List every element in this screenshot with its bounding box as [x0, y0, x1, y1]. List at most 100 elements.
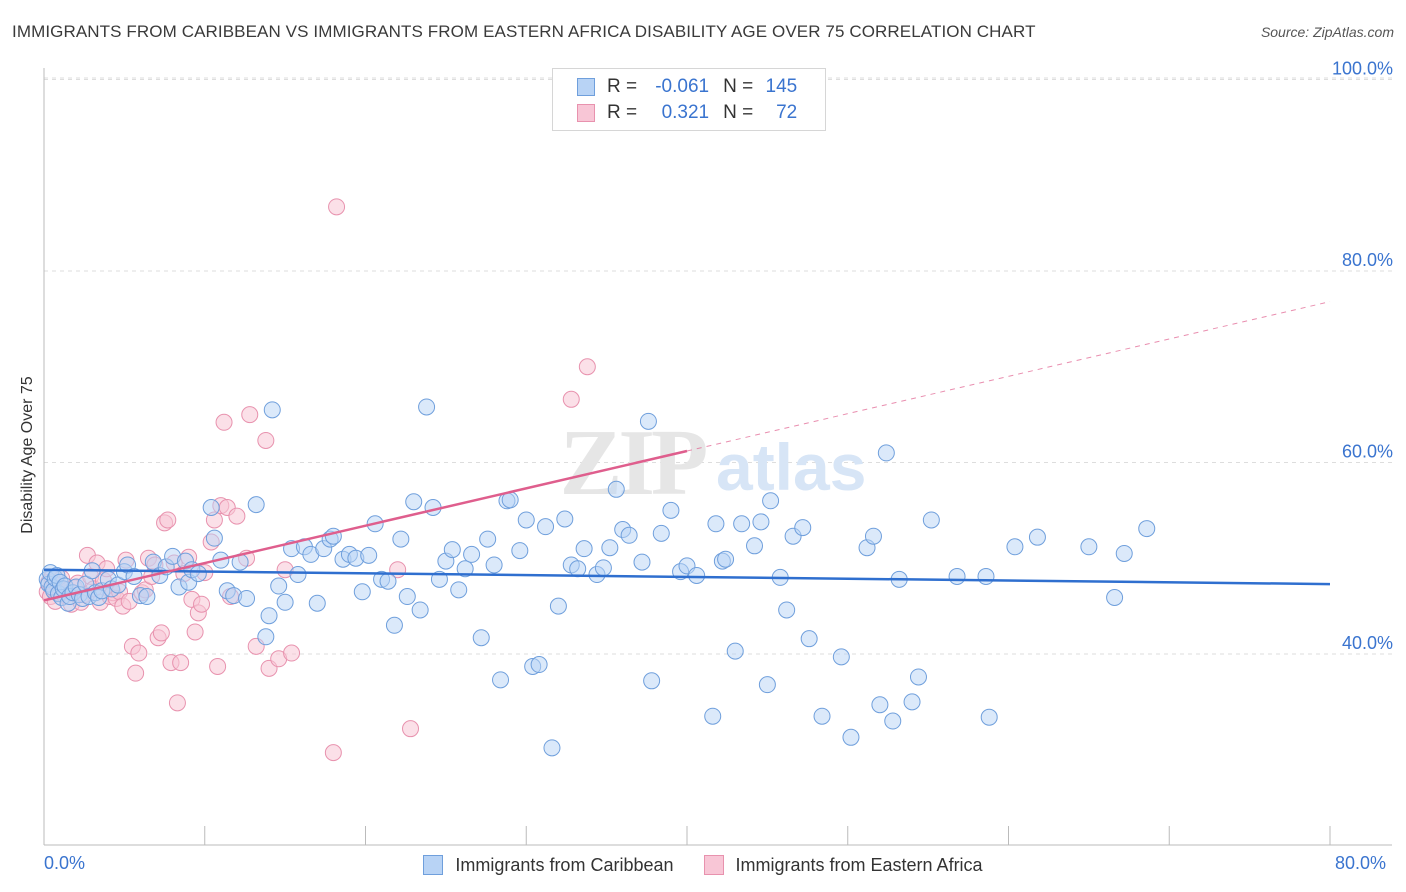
- data-point-caribbean: [1106, 589, 1124, 607]
- data-point-caribbean: [257, 628, 275, 646]
- data-point-caribbean: [492, 671, 510, 689]
- data-point-caribbean: [652, 524, 670, 542]
- data-point-caribbean: [762, 492, 780, 510]
- legend-swatch-caribbean: [423, 855, 444, 875]
- data-point-caribbean: [260, 607, 278, 625]
- data-point-caribbean: [909, 668, 927, 686]
- data-point-caribbean: [479, 530, 497, 548]
- data-point-caribbean: [511, 542, 529, 560]
- data-point-caribbean: [405, 493, 423, 511]
- data-point-caribbean: [379, 572, 397, 590]
- data-point-caribbean: [308, 594, 326, 612]
- data-point-eastern-africa: [324, 744, 342, 762]
- data-point-caribbean: [138, 588, 156, 606]
- data-point-caribbean: [238, 589, 256, 607]
- legend-item-eastern-africa[interactable]: Immigrants from Eastern Africa: [703, 854, 983, 876]
- data-point-caribbean: [633, 553, 651, 571]
- legend-label-caribbean: Immigrants from Caribbean: [455, 854, 674, 875]
- data-point-caribbean: [1006, 538, 1024, 556]
- data-point-caribbean: [752, 513, 770, 531]
- data-point-eastern-africa: [283, 644, 301, 662]
- data-point-caribbean: [842, 728, 860, 746]
- x-tick-label-max: 80.0%: [1335, 853, 1387, 873]
- data-point-caribbean: [877, 444, 895, 462]
- data-point-caribbean: [864, 527, 882, 545]
- data-point-caribbean: [463, 545, 481, 563]
- data-point-caribbean: [1138, 520, 1156, 538]
- data-point-caribbean: [549, 597, 567, 615]
- data-point-caribbean: [485, 556, 503, 574]
- data-point-caribbean: [977, 567, 995, 585]
- data-point-caribbean: [263, 401, 281, 419]
- data-point-caribbean: [202, 499, 220, 517]
- watermark: ZIP atlas: [560, 411, 867, 515]
- data-point-caribbean: [456, 560, 474, 578]
- data-point-caribbean: [778, 601, 796, 619]
- data-point-caribbean: [871, 696, 889, 714]
- series-legend: Immigrants from Caribbean Immigrants fro…: [0, 852, 1406, 878]
- legend-r-value: -0.061: [655, 76, 710, 97]
- data-point-eastern-africa: [402, 720, 420, 738]
- legend-n-label: N =: [723, 102, 754, 123]
- legend-swatch-eastern-africa: [703, 855, 724, 875]
- data-point-caribbean: [530, 656, 548, 674]
- legend-row-eastern-africa: R = 0.321 N = 72: [577, 100, 797, 126]
- data-point-eastern-africa: [215, 413, 233, 431]
- data-point-eastern-africa: [228, 507, 246, 525]
- watermark-atlas: atlas: [716, 430, 866, 504]
- data-point-caribbean: [443, 541, 461, 559]
- data-point-caribbean: [813, 707, 831, 725]
- data-point-eastern-africa: [241, 406, 259, 424]
- data-point-caribbean: [353, 583, 371, 601]
- data-point-caribbean: [717, 550, 735, 568]
- data-point-caribbean: [450, 581, 468, 599]
- data-point-caribbean: [360, 546, 378, 564]
- chart-title: IMMIGRANTS FROM CARIBBEAN VS IMMIGRANTS …: [12, 22, 1036, 41]
- y-tick-label: 60.0%: [1342, 442, 1393, 462]
- data-point-eastern-africa: [152, 624, 170, 642]
- data-point-caribbean: [205, 529, 223, 547]
- data-point-caribbean: [832, 648, 850, 666]
- legend-r-label: R =: [607, 102, 638, 123]
- data-point-eastern-africa: [193, 595, 211, 613]
- data-point-caribbean: [418, 398, 436, 416]
- data-point-eastern-africa: [159, 511, 177, 529]
- legend-n-value: 145: [765, 76, 798, 97]
- data-point-caribbean: [537, 518, 555, 536]
- data-point-eastern-africa: [168, 694, 186, 712]
- y-tick-label: 80.0%: [1342, 250, 1393, 270]
- data-point-eastern-africa: [578, 358, 596, 376]
- data-point-caribbean: [385, 616, 403, 634]
- data-point-caribbean: [607, 480, 625, 498]
- y-tick-label: 40.0%: [1342, 633, 1393, 653]
- source-label: Source: ZipAtlas.com: [1260, 24, 1394, 40]
- data-point-caribbean: [948, 567, 966, 585]
- legend-n-value: 72: [776, 102, 798, 123]
- data-point-caribbean: [620, 526, 638, 544]
- axes: [43, 68, 1392, 846]
- data-point-caribbean: [800, 630, 818, 648]
- data-point-caribbean: [1080, 538, 1098, 556]
- y-tick-labels: 40.0% 60.0% 80.0% 100.0%: [1332, 59, 1393, 654]
- legend-r-value: 0.321: [661, 102, 710, 123]
- legend-swatch-eastern-africa: [577, 104, 595, 122]
- data-point-caribbean: [639, 412, 657, 430]
- data-point-eastern-africa: [209, 657, 227, 675]
- data-point-caribbean: [662, 501, 680, 519]
- data-point-caribbean: [247, 496, 265, 514]
- data-point-caribbean: [688, 566, 706, 584]
- data-point-caribbean: [411, 601, 429, 619]
- data-point-eastern-africa: [172, 654, 190, 672]
- legend-item-caribbean[interactable]: Immigrants from Caribbean: [423, 854, 674, 876]
- data-point-caribbean: [903, 693, 921, 711]
- data-point-caribbean: [707, 515, 725, 533]
- trend-line-eastern-africa-extension: [686, 301, 1331, 452]
- y-tick-label: 100.0%: [1332, 59, 1393, 79]
- legend-label-eastern-africa: Immigrants from Eastern Africa: [735, 854, 983, 875]
- trend-line-eastern-africa: [43, 449, 688, 602]
- data-point-caribbean: [472, 629, 490, 647]
- series-eastern-africa-points: [38, 198, 596, 762]
- data-point-caribbean: [569, 560, 587, 578]
- data-point-caribbean: [575, 540, 593, 558]
